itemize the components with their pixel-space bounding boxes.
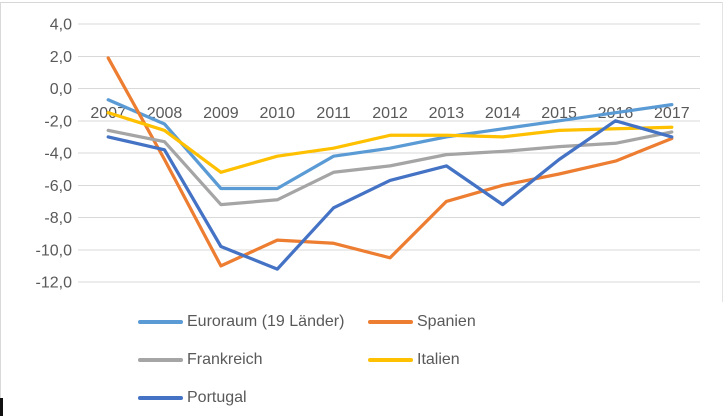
x-axis-tick-label: 2008 bbox=[147, 105, 183, 122]
italien-series-swatch bbox=[368, 357, 413, 362]
spanien-series-swatch bbox=[368, 319, 413, 324]
x-axis-tick-label: 2012 bbox=[372, 105, 408, 122]
euroraum-series-swatch bbox=[138, 319, 183, 324]
x-axis-tick-label: 2013 bbox=[429, 105, 465, 122]
portugal-series-label: Portugal bbox=[187, 388, 247, 406]
x-axis-tick-label: 2017 bbox=[654, 105, 690, 122]
legend-item-frankreich: Frankreich bbox=[138, 350, 368, 369]
x-axis-tick-label: 2011 bbox=[316, 105, 351, 122]
frankreich-series-label: Frankreich bbox=[187, 350, 263, 368]
series-line-italien bbox=[106, 111, 674, 174]
x-axis-tick-label: 2014 bbox=[485, 105, 521, 122]
x-axis-tick-label: 2009 bbox=[203, 105, 239, 122]
spanien-series-label: Spanien bbox=[417, 312, 476, 330]
y-axis-tick-label: 0,0 bbox=[50, 81, 72, 98]
bottom-left-black-mark bbox=[0, 398, 3, 416]
legend-item-portugal: Portugal bbox=[138, 388, 368, 407]
y-axis-tick-label: -4,0 bbox=[44, 146, 72, 163]
y-axis-tick-label: -10,0 bbox=[36, 242, 73, 259]
y-axis-tick-label: 2,0 bbox=[50, 49, 72, 66]
series-line-portugal bbox=[106, 119, 674, 271]
portugal-series-swatch bbox=[138, 395, 183, 400]
x-axis-tick-label: 2010 bbox=[259, 105, 295, 122]
series-line-euroraum-19-l-nder bbox=[106, 98, 674, 191]
y-axis-tick-label: 4,0 bbox=[50, 17, 72, 34]
legend-item-spanien: Spanien bbox=[368, 312, 598, 331]
legend-item-italien: Italien bbox=[368, 350, 598, 369]
series-line-spanien bbox=[106, 56, 674, 268]
y-axis-tick-label: -6,0 bbox=[44, 178, 72, 195]
chart-legend: Euroraum (19 Länder) Spanien Frankreich … bbox=[138, 312, 598, 407]
y-axis-tick-label: -2,0 bbox=[44, 113, 72, 130]
x-axis-tick-label: 2015 bbox=[541, 105, 577, 122]
legend-item-euroraum: Euroraum (19 Länder) bbox=[138, 312, 368, 331]
y-axis-tick-label: -8,0 bbox=[44, 210, 72, 227]
window-border-top bbox=[0, 2, 723, 3]
euroraum-series-label: Euroraum (19 Länder) bbox=[187, 312, 345, 330]
frankreich-series-swatch bbox=[138, 357, 183, 362]
window-border-left bbox=[0, 2, 1, 398]
italien-series-label: Italien bbox=[417, 350, 460, 368]
y-axis-tick-label: -12,0 bbox=[36, 275, 73, 292]
